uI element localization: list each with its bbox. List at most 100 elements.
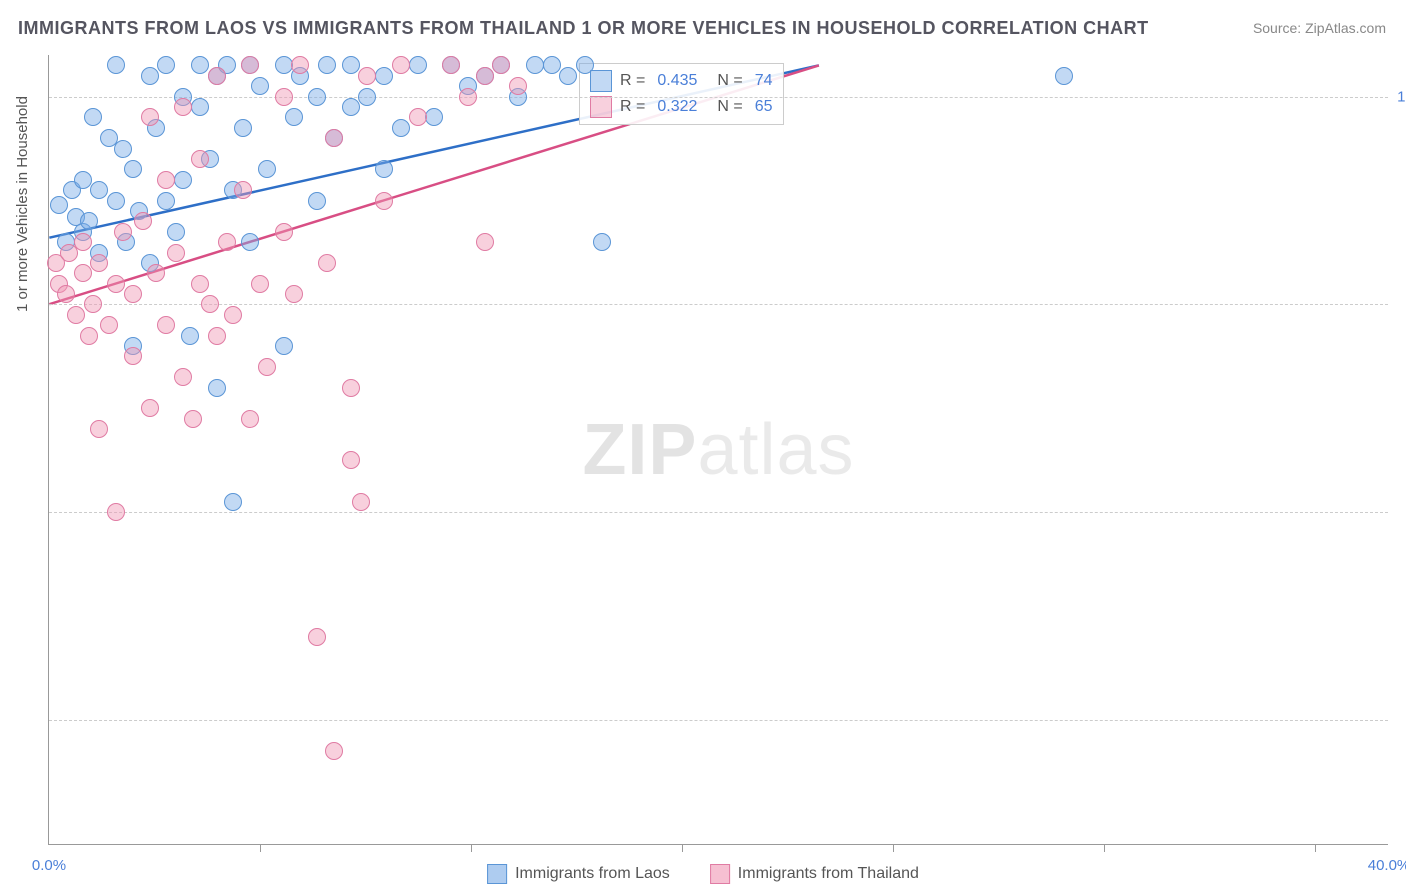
data-point bbox=[342, 98, 360, 116]
data-point bbox=[342, 451, 360, 469]
data-point bbox=[74, 233, 92, 251]
data-point bbox=[84, 295, 102, 313]
gridline bbox=[49, 304, 1388, 305]
data-point bbox=[124, 347, 142, 365]
data-point bbox=[107, 192, 125, 210]
data-point bbox=[241, 233, 259, 251]
data-point bbox=[191, 275, 209, 293]
correlation-chart: IMMIGRANTS FROM LAOS VS IMMIGRANTS FROM … bbox=[0, 0, 1406, 892]
data-point bbox=[409, 56, 427, 74]
data-point bbox=[342, 56, 360, 74]
trend-lines bbox=[49, 55, 1388, 844]
data-point bbox=[134, 212, 152, 230]
gridline bbox=[49, 512, 1388, 513]
data-point bbox=[1055, 67, 1073, 85]
data-point bbox=[275, 56, 293, 74]
data-point bbox=[90, 420, 108, 438]
data-point bbox=[251, 77, 269, 95]
data-point bbox=[476, 233, 494, 251]
data-point bbox=[147, 264, 165, 282]
data-point bbox=[241, 410, 259, 428]
data-point bbox=[559, 67, 577, 85]
ytick-label: 100.0% bbox=[1393, 88, 1406, 105]
data-point bbox=[80, 212, 98, 230]
ytick-label: 80.0% bbox=[1393, 504, 1406, 521]
data-point bbox=[157, 171, 175, 189]
xtick bbox=[682, 844, 683, 852]
xtick bbox=[1104, 844, 1105, 852]
chart-title: IMMIGRANTS FROM LAOS VS IMMIGRANTS FROM … bbox=[18, 18, 1149, 39]
watermark: ZIPatlas bbox=[582, 409, 854, 491]
legend-row: R =0.322N =65 bbox=[590, 94, 773, 120]
data-point bbox=[234, 119, 252, 137]
data-point bbox=[308, 192, 326, 210]
data-point bbox=[325, 129, 343, 147]
data-point bbox=[392, 119, 410, 137]
data-point bbox=[167, 244, 185, 262]
data-point bbox=[325, 742, 343, 760]
data-point bbox=[285, 285, 303, 303]
data-point bbox=[181, 327, 199, 345]
data-point bbox=[358, 88, 376, 106]
data-point bbox=[308, 88, 326, 106]
data-point bbox=[184, 410, 202, 428]
data-point bbox=[492, 56, 510, 74]
stats-legend: R =0.435N =74R =0.322N =65 bbox=[579, 63, 784, 125]
y-axis-label: 1 or more Vehicles in Household bbox=[14, 96, 31, 312]
legend-item: Immigrants from Laos bbox=[487, 864, 670, 884]
data-point bbox=[234, 181, 252, 199]
xtick bbox=[260, 844, 261, 852]
data-point bbox=[275, 337, 293, 355]
data-point bbox=[174, 368, 192, 386]
gridline bbox=[49, 97, 1388, 98]
ytick-label: 90.0% bbox=[1393, 296, 1406, 313]
data-point bbox=[308, 628, 326, 646]
data-point bbox=[593, 233, 611, 251]
ytick-label: 70.0% bbox=[1393, 712, 1406, 729]
xtick-label: 0.0% bbox=[32, 857, 66, 874]
data-point bbox=[191, 56, 209, 74]
data-point bbox=[442, 56, 460, 74]
data-point bbox=[191, 150, 209, 168]
data-point bbox=[291, 56, 309, 74]
data-point bbox=[375, 192, 393, 210]
data-point bbox=[526, 56, 544, 74]
data-point bbox=[141, 67, 159, 85]
data-point bbox=[50, 196, 68, 214]
data-point bbox=[392, 56, 410, 74]
data-point bbox=[318, 56, 336, 74]
data-point bbox=[90, 181, 108, 199]
series-legend: Immigrants from LaosImmigrants from Thai… bbox=[487, 864, 919, 884]
data-point bbox=[218, 233, 236, 251]
data-point bbox=[107, 275, 125, 293]
data-point bbox=[157, 56, 175, 74]
data-point bbox=[124, 160, 142, 178]
data-point bbox=[80, 327, 98, 345]
data-point bbox=[425, 108, 443, 126]
data-point bbox=[114, 140, 132, 158]
data-point bbox=[476, 67, 494, 85]
xtick bbox=[471, 844, 472, 852]
data-point bbox=[157, 316, 175, 334]
data-point bbox=[57, 285, 75, 303]
data-point bbox=[167, 223, 185, 241]
data-point bbox=[251, 275, 269, 293]
data-point bbox=[275, 88, 293, 106]
legend-row: R =0.435N =74 bbox=[590, 68, 773, 94]
data-point bbox=[208, 379, 226, 397]
xtick bbox=[1315, 844, 1316, 852]
data-point bbox=[543, 56, 561, 74]
source-label: Source: ZipAtlas.com bbox=[1253, 20, 1386, 36]
data-point bbox=[141, 399, 159, 417]
data-point bbox=[509, 77, 527, 95]
data-point bbox=[459, 88, 477, 106]
data-point bbox=[174, 98, 192, 116]
data-point bbox=[74, 171, 92, 189]
data-point bbox=[107, 56, 125, 74]
data-point bbox=[208, 67, 226, 85]
data-point bbox=[74, 264, 92, 282]
data-point bbox=[241, 56, 259, 74]
data-point bbox=[208, 327, 226, 345]
data-point bbox=[124, 285, 142, 303]
data-point bbox=[174, 171, 192, 189]
